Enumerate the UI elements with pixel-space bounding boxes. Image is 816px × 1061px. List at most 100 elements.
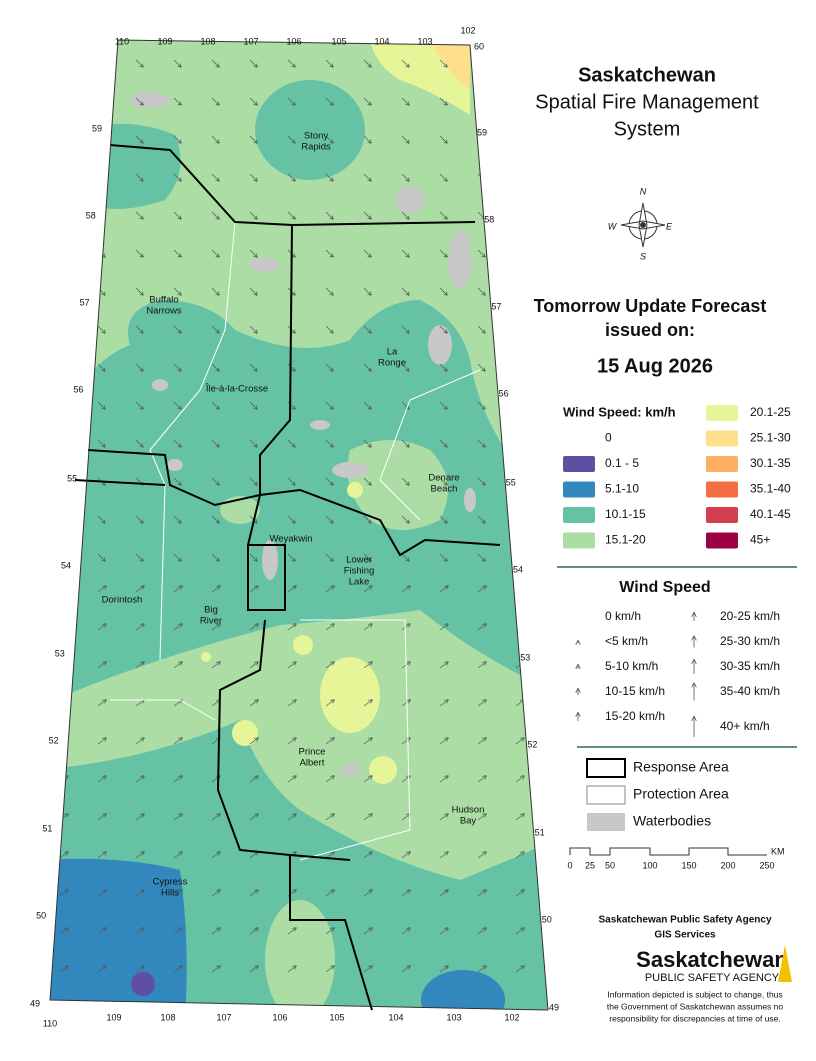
wind-arrow	[325, 477, 333, 485]
wind-arrow	[477, 249, 485, 257]
latitude-label: 53	[55, 648, 65, 658]
wind-arrow	[401, 97, 409, 105]
wind-arrow	[325, 852, 334, 859]
wind-arrow	[401, 624, 410, 631]
latitude-label: 52	[527, 739, 537, 749]
wind-arrow	[515, 852, 524, 859]
wind-arrow	[515, 477, 523, 485]
agency-name: Saskatchewan Public Safety Agency	[598, 915, 771, 926]
wind-arrow	[287, 966, 296, 973]
wind-arrow	[439, 363, 447, 371]
wind-arrow	[477, 586, 486, 593]
wind-arrow	[515, 738, 524, 745]
wind-arrow	[211, 553, 219, 561]
wind-arrow	[401, 586, 410, 593]
place-label: Île-à-la-Crosse	[205, 384, 268, 395]
legend-label: 15.1-20	[605, 533, 646, 547]
legend-swatch	[706, 456, 738, 472]
wind-arrow	[135, 325, 143, 333]
wind-arrow	[363, 624, 372, 631]
wind-arrow	[97, 738, 106, 745]
legend-swatch	[563, 456, 595, 472]
wind-arrow	[211, 814, 220, 821]
wind-arrow	[249, 325, 257, 333]
wind-arrow	[173, 700, 182, 707]
wind-arrow	[173, 852, 182, 859]
wind-arrow	[211, 211, 219, 219]
wind-arrow	[477, 776, 486, 783]
longitude-label: 110	[115, 36, 129, 46]
latitude-label: 54	[513, 564, 523, 574]
wind-arrow	[173, 211, 181, 219]
legend-title: Wind Speed	[619, 579, 710, 596]
place-label: Big	[204, 605, 218, 616]
wind-arrow	[363, 287, 371, 295]
wind-arrow	[439, 928, 448, 935]
wind-arrow	[287, 928, 296, 935]
wind-arrow	[135, 586, 144, 593]
wind-arrow	[135, 287, 143, 295]
legend-label: 35-40 km/h	[720, 684, 780, 698]
longitude-label: 108	[200, 36, 215, 46]
wind-arrow	[477, 966, 486, 973]
wind-arrow	[439, 776, 448, 783]
longitude-label: 110	[43, 1018, 57, 1028]
compass-letter: E	[666, 221, 673, 231]
legend-label: 5.1-10	[605, 482, 639, 496]
wind-arrow	[515, 59, 523, 67]
wind-arrow	[173, 814, 182, 821]
place-label: River	[200, 616, 222, 627]
wind-arrow	[363, 890, 372, 897]
wind-arrow	[173, 401, 181, 409]
scale-bar	[569, 847, 767, 856]
wind-arrow	[173, 363, 181, 371]
legend-swatch	[706, 430, 738, 447]
legend-label: Waterbodies	[633, 813, 711, 829]
wind-arrow	[59, 624, 68, 631]
legend-label: 0 km/h	[605, 609, 641, 623]
wind-arrow	[439, 966, 448, 973]
wind-arrow	[135, 59, 143, 67]
latitude-label: 58	[484, 214, 494, 224]
wind-arrow	[363, 814, 372, 821]
wind-arrow	[249, 59, 257, 67]
wind-arrow	[249, 966, 258, 973]
wind-arrow	[249, 662, 258, 669]
wind-arrow	[439, 135, 447, 143]
place-label: Lake	[349, 577, 370, 588]
latitude-label: 56	[499, 388, 509, 398]
wind-arrow	[287, 59, 295, 67]
agency-unit: GIS Services	[654, 930, 716, 941]
compass-rose	[620, 202, 666, 248]
wind-arrow	[515, 287, 523, 295]
wind-arrow	[59, 97, 67, 105]
wind-arrow	[401, 135, 409, 143]
wind-arrow	[249, 700, 258, 707]
scale-label: 250	[759, 860, 774, 870]
wind-arrow	[59, 928, 68, 935]
wind-arrow	[249, 439, 257, 447]
wind-arrow	[439, 59, 447, 67]
wind-arrow	[135, 890, 144, 897]
wind-arrow	[249, 553, 257, 561]
legend-label: 40+ km/h	[720, 719, 770, 733]
wind-arrow	[97, 325, 105, 333]
wind-arrow	[515, 249, 523, 257]
wind-arrow	[515, 211, 523, 219]
legend-label: 0	[605, 431, 612, 445]
wind-arrow	[211, 173, 219, 181]
compass-letter: S	[640, 251, 646, 261]
wind-arrow	[211, 852, 220, 859]
legend-swatch	[706, 532, 738, 549]
scale-label: 200	[720, 860, 735, 870]
latitude-label: 55	[506, 477, 516, 487]
wind-arrow	[515, 439, 523, 447]
place-label: Dorintosh	[102, 595, 143, 606]
wind-arrow	[173, 325, 181, 333]
wind-arrow	[401, 401, 409, 409]
wind-arrow	[439, 439, 447, 447]
legend-label: 45+	[750, 533, 770, 547]
wind-arrow	[363, 135, 371, 143]
longitude-label: 105	[329, 1012, 344, 1022]
wind-arrow	[401, 325, 409, 333]
